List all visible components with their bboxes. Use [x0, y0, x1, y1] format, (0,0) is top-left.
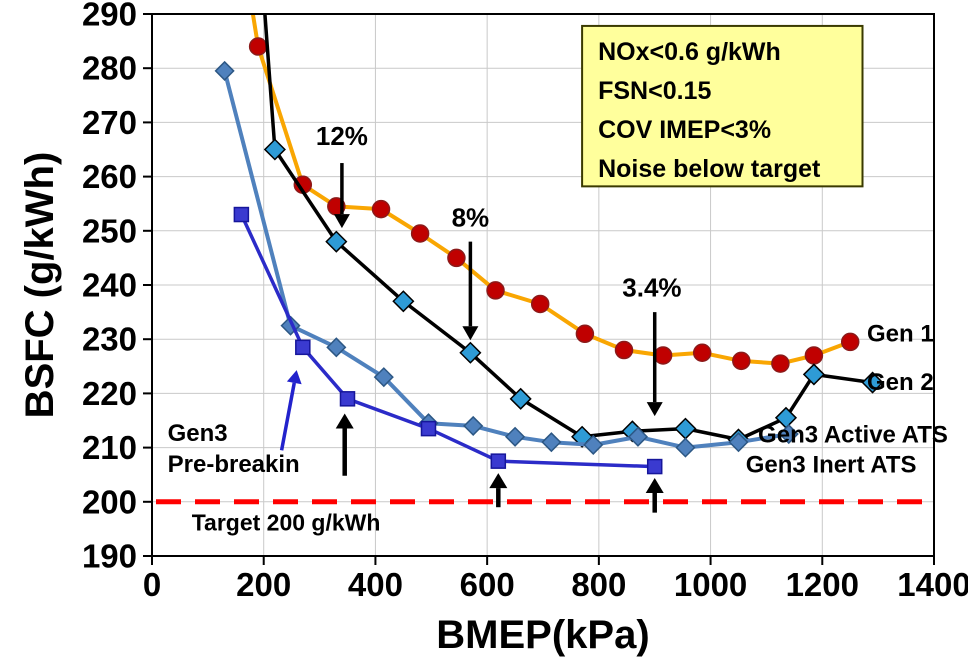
marker-gen-2	[802, 363, 825, 386]
svg-text:1200: 1200	[786, 566, 859, 603]
marker-gen3-active-ats	[583, 434, 604, 455]
marker-gen-1	[575, 324, 595, 344]
svg-text:1000: 1000	[674, 566, 747, 603]
target-label: Target 200 g/kWh	[192, 509, 381, 535]
svg-text:0: 0	[143, 566, 161, 603]
marker-gen-2	[392, 290, 415, 313]
marker-gen-1	[530, 294, 550, 314]
svg-text:260: 260	[82, 158, 137, 195]
y-axis-title: BSFC (g/kWh)	[18, 152, 62, 419]
marker-gen3-inert-ats	[646, 458, 663, 475]
marker-gen-1	[804, 346, 824, 365]
marker-gen-1	[614, 340, 634, 360]
down-arrow-3-4-	[646, 312, 663, 417]
conditions-line-3: Noise below target	[598, 155, 821, 183]
series-line-gen3-inert-ats	[239, 213, 655, 469]
marker-gen3-inert-ats	[295, 339, 311, 356]
down-arrow-12-	[333, 163, 350, 229]
svg-text:220: 220	[82, 375, 137, 412]
prebreakin-label-gen3: Gen3	[168, 420, 228, 447]
marker-gen-1	[410, 224, 430, 243]
marker-gen-2	[459, 341, 482, 364]
down-arrow-8-	[462, 241, 479, 341]
svg-text:800: 800	[571, 566, 626, 603]
conditions-box: NOx<0.6 g/kWh FSN<0.15 COV IMEP<3% Noise be…	[581, 24, 864, 188]
svg-text:230: 230	[82, 321, 137, 358]
marker-gen3-active-ats	[214, 60, 235, 81]
up-arrow-2	[645, 477, 664, 513]
marker-gen3-active-ats	[728, 432, 749, 453]
marker-gen3-active-ats	[778, 423, 799, 445]
y-axis-tick-labels: 190 200 210 220 230 240 250 260 270 280 290	[82, 0, 137, 575]
conditions-box-rect	[581, 24, 864, 188]
series-gen3-inert-ats	[233, 206, 663, 475]
svg-text:280: 280	[82, 50, 137, 87]
marker-gen-2	[325, 230, 348, 253]
annotations: 12% 8% 3.4% Gen3 Pre-breakin Gen 1 Gen 2 Gen3 A…	[168, 121, 948, 513]
marker-gen3-inert-ats	[233, 206, 250, 223]
series-label-gen-2: Gen 2	[867, 369, 934, 396]
series-label-gen3-inert-ats: Gen3 Inert ATS	[746, 451, 917, 478]
svg-text:200: 200	[236, 566, 291, 603]
x-axis-tick-labels: 0 200 400 600 800 1000 1200 1400	[143, 566, 968, 603]
prebreakin-arrow	[279, 370, 302, 451]
marker-gen3-active-ats	[627, 426, 649, 447]
marker-gen3-active-ats	[326, 337, 347, 358]
marker-gen-2	[509, 387, 532, 410]
percent-label-12-: 12%	[316, 121, 368, 151]
x-axis-title: BMEP(kPa)	[436, 613, 649, 657]
series-gen3-active-ats	[214, 60, 799, 458]
svg-text:290: 290	[82, 0, 137, 33]
marker-gen3-active-ats	[463, 415, 484, 436]
svg-text:400: 400	[348, 566, 403, 603]
svg-text:190: 190	[82, 538, 137, 575]
svg-text:600: 600	[460, 566, 515, 603]
marker-gen3-active-ats	[373, 367, 394, 388]
marker-gen-1	[653, 346, 673, 365]
marker-gen-1	[840, 332, 860, 352]
marker-gen-2	[861, 371, 884, 394]
svg-text:1400: 1400	[897, 566, 968, 603]
up-arrow-0	[335, 413, 354, 476]
svg-text:250: 250	[82, 212, 137, 249]
marker-gen-1	[447, 248, 466, 268]
axis-tick-marks	[143, 13, 935, 565]
marker-gen3-inert-ats	[339, 391, 356, 407]
marker-gen-1	[771, 354, 790, 373]
series-label-gen-1: Gen 1	[867, 320, 934, 347]
marker-gen3-active-ats	[675, 437, 696, 458]
conditions-line-1: FSN<0.15	[598, 77, 711, 105]
marker-gen-1	[732, 351, 751, 371]
prebreakin-label-pre-breakin: Pre-breakin	[168, 451, 300, 478]
marker-gen-1	[248, 37, 268, 56]
up-arrow-1	[489, 473, 508, 508]
svg-text:210: 210	[82, 429, 137, 466]
marker-gen3-active-ats	[541, 432, 562, 453]
marker-gen-1	[692, 343, 712, 362]
svg-text:270: 270	[82, 104, 137, 141]
marker-gen3-active-ats	[505, 426, 526, 447]
svg-text:240: 240	[82, 267, 137, 304]
svg-text:200: 200	[82, 483, 137, 520]
marker-gen-1	[486, 281, 505, 300]
marker-gen3-inert-ats	[420, 420, 437, 437]
percent-label-3-4-: 3.4%	[622, 273, 681, 303]
marker-gen-1	[371, 199, 391, 219]
series-label-gen3-active-ats: Gen3 Active ATS	[758, 422, 948, 449]
marker-gen-2	[263, 138, 286, 161]
percent-label-8-: 8%	[452, 202, 490, 232]
marker-gen3-inert-ats	[490, 453, 507, 469]
conditions-line-0: NOx<0.6 g/kWh	[598, 38, 781, 66]
conditions-line-2: COV IMEP<3%	[598, 116, 771, 144]
series-gen-1	[248, 14, 860, 373]
